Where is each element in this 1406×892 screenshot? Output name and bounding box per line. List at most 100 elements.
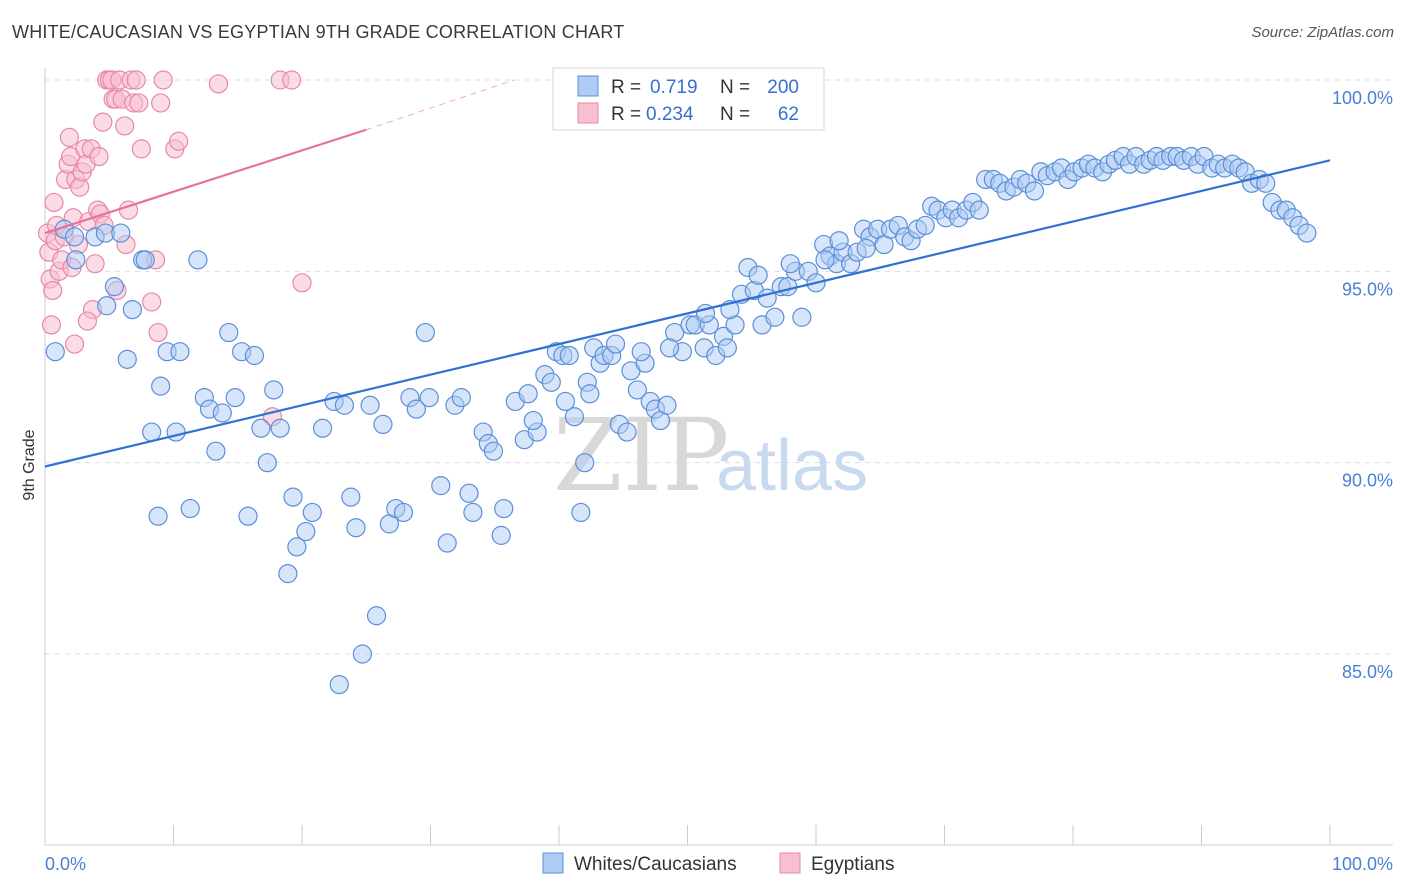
whites-point (1024, 181, 1045, 201)
whites-point (491, 525, 511, 545)
whites-point (437, 533, 457, 553)
whites-point (792, 307, 812, 327)
whites-point (225, 388, 245, 408)
whites-point (270, 418, 290, 438)
whites-point (748, 265, 768, 285)
whites-point (64, 227, 85, 247)
whites-point (312, 418, 333, 438)
bottom-legend-swatch-egyptians (779, 852, 801, 874)
whites-point (627, 380, 647, 400)
whites-point (415, 322, 435, 343)
egyptians-trend-extension (366, 79, 515, 131)
whites-point (97, 296, 117, 316)
egyptians-point (142, 292, 162, 312)
whites-point (352, 644, 372, 664)
whites-point (117, 349, 137, 369)
whites-point (431, 476, 451, 496)
whites-point (564, 407, 585, 427)
whites-point (329, 675, 349, 695)
egyptians-point (77, 311, 98, 331)
whites-point (264, 380, 284, 400)
egyptians-point (169, 131, 189, 151)
whites-point (463, 502, 483, 523)
whites-point (1256, 173, 1276, 193)
watermark: ZIP atlas (553, 397, 868, 514)
x-tick-labels: 0.0% 100.0% (45, 854, 1393, 874)
whites-point (483, 441, 504, 461)
legend-r-value-0: 0.719 (650, 77, 698, 98)
whites-point (360, 395, 380, 415)
legend-n-value-0: 200 (767, 77, 799, 98)
whites-point (1297, 223, 1317, 243)
whites-point (659, 338, 680, 358)
whites-point (346, 518, 366, 538)
whites-point (555, 391, 576, 412)
whites-point (559, 345, 579, 366)
whites-point (575, 453, 595, 473)
whites-point (341, 487, 361, 507)
egyptians-point (85, 254, 105, 274)
whites-point (571, 502, 591, 523)
egyptians-point (64, 334, 85, 354)
whites-point (238, 506, 258, 526)
y-tick-label-2: 95.0% (1342, 279, 1393, 299)
whites-point (251, 418, 271, 438)
bottom-legend: Whites/Caucasians Egyptians (542, 852, 894, 875)
bottom-legend-swatch-whites (542, 852, 564, 874)
whites-point (373, 414, 393, 434)
legend-r-value-1: 0.234 (646, 104, 694, 125)
whites-point (45, 342, 65, 362)
whites-point (780, 254, 800, 274)
y-tick-label-1: 90.0% (1342, 471, 1393, 491)
egyptians-point (292, 273, 312, 293)
whites-point (419, 388, 439, 408)
whites-point (283, 487, 303, 507)
whites-point (815, 250, 835, 270)
egyptians-point (93, 112, 113, 132)
whites-point (122, 300, 142, 320)
egyptians-point (44, 192, 64, 213)
whites-point (212, 403, 232, 423)
x-tick-label-0: 0.0% (45, 854, 86, 874)
legend-r-label-0: R = (611, 77, 641, 98)
legend-swatch-pink (577, 102, 599, 124)
y-tick-label-3: 100.0% (1332, 88, 1393, 108)
whites-point (459, 483, 479, 503)
whites-point (518, 384, 538, 404)
whites-point (631, 342, 651, 362)
y-axis-title: 9th Grade (21, 429, 38, 500)
y-tick-label-0: 85.0% (1342, 662, 1393, 682)
whites-point (287, 537, 307, 557)
whites-point (66, 250, 86, 270)
whites-point (406, 399, 426, 419)
whites-point (278, 564, 298, 584)
egyptians-point (41, 315, 62, 335)
whites-point (148, 506, 168, 526)
whites-point (135, 250, 155, 270)
whites-point (296, 521, 316, 542)
bottom-legend-label-whites: Whites/Caucasians (574, 854, 737, 875)
whites-point (657, 395, 677, 415)
trend-lines (44, 79, 1331, 468)
whites-point (856, 238, 876, 258)
whites-point (111, 223, 131, 243)
whites-point (366, 606, 387, 626)
whites-point (219, 322, 239, 343)
whites-point (170, 342, 190, 362)
whites-trend-line (44, 159, 1331, 468)
watermark-atlas: atlas (716, 426, 868, 506)
bottom-legend-label-egyptians: Egyptians (811, 854, 894, 875)
whites-point (166, 422, 186, 442)
whites-point (580, 384, 600, 404)
egyptians-point (115, 116, 135, 136)
egyptians-point (148, 322, 168, 343)
whites-point (451, 388, 471, 408)
egyptians-point (131, 139, 151, 159)
chart-title: WHITE/CAUCASIAN VS EGYPTIAN 9TH GRADE CO… (12, 22, 625, 42)
whites-point (494, 498, 514, 519)
egyptians-point (153, 70, 173, 90)
legend-n-label-1: N = (720, 104, 750, 125)
egyptians-point (89, 146, 109, 167)
whites-point (605, 334, 626, 354)
